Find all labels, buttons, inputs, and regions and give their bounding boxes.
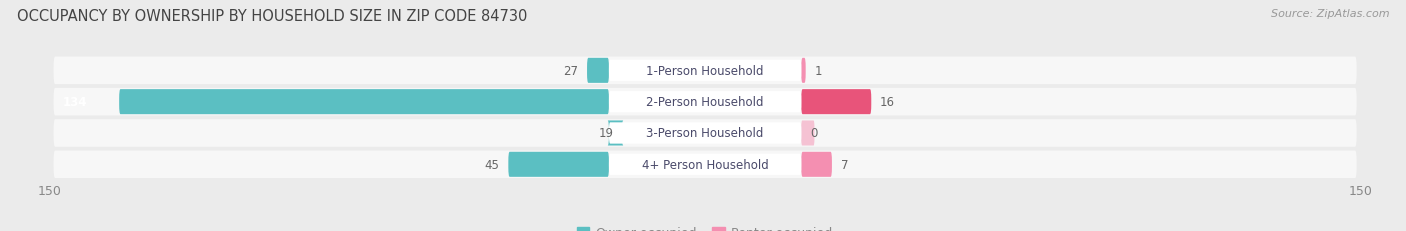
- FancyBboxPatch shape: [801, 90, 872, 115]
- FancyBboxPatch shape: [53, 88, 1357, 116]
- Text: 134: 134: [62, 96, 87, 109]
- Text: 1: 1: [814, 64, 823, 78]
- Text: 0: 0: [810, 127, 817, 140]
- Text: 7: 7: [841, 158, 848, 171]
- Text: 4+ Person Household: 4+ Person Household: [641, 158, 769, 171]
- Text: 3-Person Household: 3-Person Household: [647, 127, 763, 140]
- FancyBboxPatch shape: [609, 154, 801, 175]
- Text: Source: ZipAtlas.com: Source: ZipAtlas.com: [1271, 9, 1389, 19]
- FancyBboxPatch shape: [509, 152, 609, 177]
- FancyBboxPatch shape: [53, 57, 1357, 85]
- FancyBboxPatch shape: [609, 123, 801, 144]
- Text: 19: 19: [599, 127, 613, 140]
- FancyBboxPatch shape: [53, 151, 1357, 178]
- FancyBboxPatch shape: [607, 121, 623, 146]
- FancyBboxPatch shape: [53, 120, 1357, 147]
- FancyBboxPatch shape: [120, 90, 609, 115]
- Text: 2-Person Household: 2-Person Household: [647, 96, 763, 109]
- FancyBboxPatch shape: [609, 61, 801, 82]
- Text: 16: 16: [880, 96, 896, 109]
- FancyBboxPatch shape: [801, 58, 806, 83]
- Text: 45: 45: [485, 158, 499, 171]
- FancyBboxPatch shape: [801, 152, 832, 177]
- Text: 1-Person Household: 1-Person Household: [647, 64, 763, 78]
- Text: 27: 27: [564, 64, 578, 78]
- FancyBboxPatch shape: [588, 58, 609, 83]
- FancyBboxPatch shape: [609, 92, 801, 113]
- Legend: Owner-occupied, Renter-occupied: Owner-occupied, Renter-occupied: [576, 226, 834, 231]
- Text: OCCUPANCY BY OWNERSHIP BY HOUSEHOLD SIZE IN ZIP CODE 84730: OCCUPANCY BY OWNERSHIP BY HOUSEHOLD SIZE…: [17, 9, 527, 24]
- FancyBboxPatch shape: [801, 121, 814, 146]
